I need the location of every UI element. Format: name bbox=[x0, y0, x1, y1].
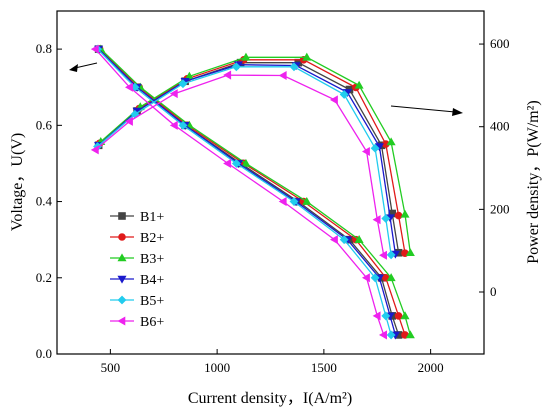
power-point bbox=[372, 215, 381, 225]
legend-label: B3+ bbox=[140, 252, 164, 267]
legend-label: B2+ bbox=[140, 231, 164, 246]
series-layer bbox=[90, 44, 415, 340]
voltage-point bbox=[223, 158, 232, 168]
legend-swatch-marker bbox=[117, 253, 127, 262]
power-point bbox=[370, 143, 380, 153]
legend-label: B1+ bbox=[140, 210, 164, 225]
legend-label: B4+ bbox=[140, 273, 164, 288]
voltage-point bbox=[90, 44, 99, 54]
legend-item: B5+ bbox=[110, 294, 164, 309]
legend-swatch-marker bbox=[118, 233, 126, 241]
power-point bbox=[405, 248, 415, 257]
voltage-point bbox=[394, 312, 403, 320]
y-left-tick-label: 0.6 bbox=[36, 117, 53, 132]
legend-item: B3+ bbox=[110, 252, 164, 267]
legend: B1+ B2+ B3+ B4+ B5+ B6+ bbox=[110, 210, 164, 330]
power-point bbox=[302, 52, 312, 61]
voltage-point bbox=[386, 273, 396, 282]
voltage-point bbox=[178, 120, 188, 130]
y-right-tick-label: 0 bbox=[490, 284, 497, 299]
legend-item: B2+ bbox=[110, 231, 164, 246]
voltage-point bbox=[405, 330, 415, 339]
voltage-point bbox=[381, 311, 391, 321]
y-right-tick-label: 200 bbox=[490, 201, 510, 216]
voltage-point bbox=[329, 235, 338, 245]
power-point bbox=[386, 137, 396, 146]
y-left-tick-label: 0.2 bbox=[36, 270, 52, 285]
power-point bbox=[394, 211, 403, 220]
voltage-point bbox=[302, 196, 312, 205]
power-point bbox=[90, 145, 99, 155]
legend-swatch-marker bbox=[117, 295, 127, 305]
legend-swatch-marker bbox=[118, 212, 126, 220]
x-tick-label: 2000 bbox=[418, 360, 444, 375]
power-point bbox=[379, 250, 387, 260]
power-point bbox=[178, 79, 188, 89]
voltage-point bbox=[289, 197, 299, 206]
power-point bbox=[339, 90, 349, 99]
voltage-point bbox=[278, 197, 287, 207]
power-point bbox=[361, 146, 370, 157]
legend-swatch-marker bbox=[117, 275, 127, 284]
voltage-point bbox=[386, 330, 396, 340]
legend-swatch-marker bbox=[117, 316, 126, 326]
power-point bbox=[354, 80, 364, 89]
legend-item: B6+ bbox=[110, 315, 164, 330]
y-axis-left-title: Voltage，U(V) bbox=[9, 133, 26, 231]
voltage-point bbox=[379, 330, 387, 340]
y-left-tick-label: 0.0 bbox=[36, 346, 52, 361]
legend-label: B6+ bbox=[140, 315, 164, 330]
axis-ticks bbox=[57, 43, 484, 355]
series-b6 bbox=[90, 44, 387, 340]
plot-area-frame bbox=[56, 10, 485, 355]
power-point bbox=[381, 214, 391, 223]
voltage-point bbox=[231, 159, 241, 168]
legend-item: B1+ bbox=[110, 210, 164, 225]
y-left-tick-label: 0.8 bbox=[36, 41, 52, 56]
power-point bbox=[223, 70, 232, 80]
power-point bbox=[329, 95, 338, 105]
power-axis-arrow bbox=[390, 105, 463, 116]
voltage-point bbox=[124, 82, 133, 92]
voltage-point bbox=[372, 311, 381, 321]
power-point bbox=[289, 62, 299, 72]
power-point bbox=[231, 62, 241, 72]
power-point bbox=[241, 52, 251, 61]
x-tick-label: 1000 bbox=[204, 360, 230, 375]
voltage-point bbox=[370, 273, 380, 283]
y-left-tick-label: 0.4 bbox=[36, 194, 53, 209]
voltage-point bbox=[400, 311, 410, 320]
voltage-point bbox=[354, 235, 364, 243]
power-point bbox=[169, 89, 178, 99]
legend-item: B4+ bbox=[110, 273, 164, 288]
voltage-point bbox=[241, 158, 251, 167]
voltage-line bbox=[100, 48, 411, 336]
voltage-point bbox=[169, 120, 178, 130]
x-tick-label: 500 bbox=[101, 360, 121, 375]
power-point bbox=[278, 70, 287, 80]
y-right-tick-label: 400 bbox=[490, 119, 510, 134]
x-axis-title: Current density，I(A/m²) bbox=[188, 390, 352, 407]
power-point bbox=[400, 209, 410, 218]
power-point bbox=[124, 116, 133, 126]
y-right-tick-label: 600 bbox=[490, 36, 510, 51]
voltage-point bbox=[361, 273, 370, 283]
series-b5 bbox=[93, 44, 396, 340]
power-point bbox=[386, 250, 396, 260]
voltage-point bbox=[339, 235, 349, 245]
x-tick-label: 1500 bbox=[311, 360, 337, 375]
voltage-axis-arrow bbox=[69, 62, 98, 72]
axis-tick-labels: 500 1000 1500 2000 0.0 0.2 0.4 0.6 0.8 0 200 400 600 bbox=[36, 36, 510, 375]
legend-label: B5+ bbox=[140, 294, 164, 309]
y-axis-right-title: Power density，P(W/m²) bbox=[525, 100, 542, 263]
